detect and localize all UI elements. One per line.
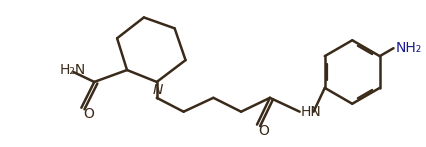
- Text: N: N: [152, 83, 163, 97]
- Text: NH₂: NH₂: [394, 41, 421, 55]
- Text: O: O: [257, 124, 268, 138]
- Text: O: O: [83, 107, 94, 121]
- Text: HN: HN: [300, 105, 321, 119]
- Text: H₂N: H₂N: [59, 63, 86, 77]
